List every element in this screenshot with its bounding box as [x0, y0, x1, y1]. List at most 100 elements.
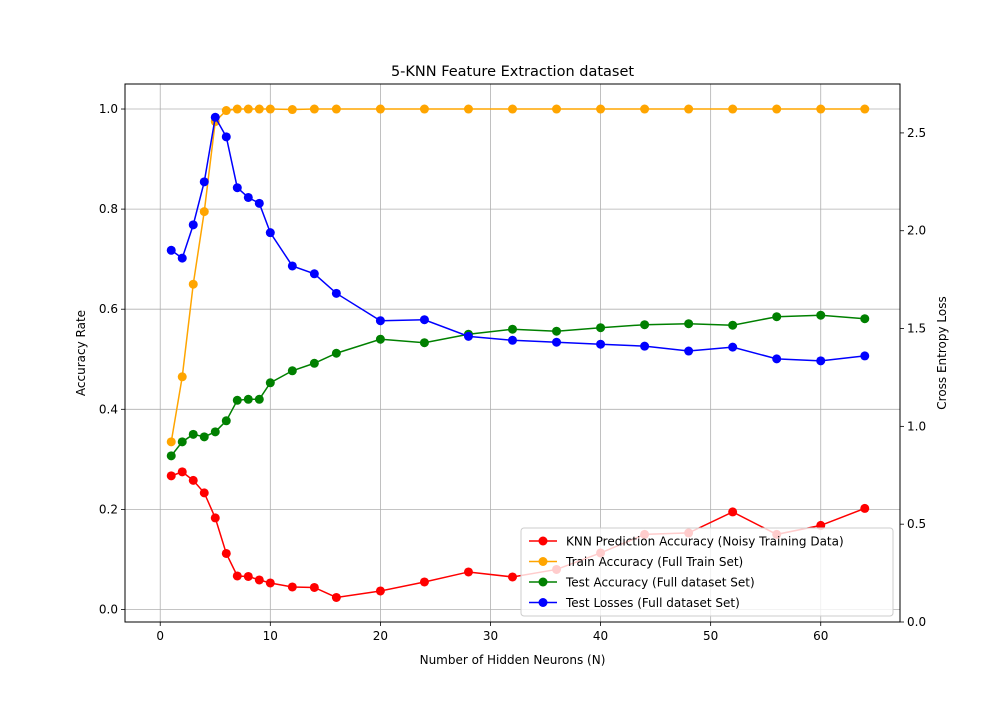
data-point — [596, 323, 606, 333]
data-point — [177, 467, 187, 477]
data-point — [232, 104, 242, 114]
data-point — [375, 586, 385, 596]
grid-lines — [125, 84, 900, 622]
legend: KNN Prediction Accuracy (Noisy Training … — [520, 527, 894, 617]
data-point — [254, 394, 264, 404]
y-tick-label: 0.2 — [99, 502, 118, 516]
data-point — [728, 104, 738, 114]
data-point — [166, 451, 176, 461]
legend-marker — [538, 557, 548, 566]
data-point — [463, 104, 473, 114]
data-point — [166, 245, 176, 255]
data-point — [243, 394, 253, 404]
legend-item: Test Accuracy (Full dataset Set) — [529, 576, 755, 590]
data-point — [232, 571, 242, 581]
legend-marker — [538, 536, 548, 546]
data-point — [188, 429, 198, 439]
data-point — [375, 316, 385, 326]
x-tick-label: 30 — [483, 629, 498, 643]
data-point — [221, 106, 231, 116]
data-point — [265, 578, 275, 588]
data-point — [210, 513, 220, 523]
y-axis-ticks-left: 0.0 0.2 0.4 0.6 0.8 1.0 — [99, 102, 125, 616]
data-point — [221, 416, 231, 426]
data-point — [640, 320, 650, 330]
data-point — [243, 192, 253, 202]
data-point — [772, 354, 782, 364]
data-point — [199, 488, 209, 498]
legend-label: Test Accuracy (Full dataset Set) — [565, 576, 755, 590]
data-point — [860, 314, 870, 324]
data-point — [860, 503, 870, 513]
data-point — [816, 356, 826, 366]
y-tick-label: 0.6 — [99, 302, 118, 316]
y2-tick-label: 1.5 — [907, 322, 926, 336]
data-point — [331, 592, 341, 602]
data-point — [860, 104, 870, 114]
data-point — [508, 324, 517, 334]
data-point — [331, 348, 341, 358]
data-point — [552, 104, 562, 114]
y-axis-label-right: Cross Entropy Loss — [935, 296, 949, 409]
data-point — [463, 331, 473, 341]
data-point — [728, 342, 738, 352]
y-tick-label: 0.4 — [99, 402, 118, 416]
x-tick-label: 0 — [156, 629, 164, 643]
legend-marker — [538, 577, 548, 587]
data-point — [596, 339, 606, 349]
x-tick-label: 40 — [593, 629, 608, 643]
chart-title: 5-KNN Feature Extraction dataset — [391, 64, 634, 80]
data-point — [221, 548, 231, 558]
data-point — [508, 572, 517, 582]
legend-item: KNN Prediction Accuracy (Noisy Training … — [529, 535, 844, 549]
series-group — [166, 310, 870, 461]
data-point — [463, 567, 473, 577]
data-point — [508, 335, 517, 345]
data-point — [221, 132, 231, 142]
data-point — [640, 104, 650, 114]
data-point — [552, 326, 562, 336]
data-point — [177, 253, 187, 263]
data-point — [419, 577, 429, 587]
data-point — [265, 104, 275, 114]
data-point — [188, 279, 198, 289]
data-point — [199, 177, 209, 187]
data-point — [254, 575, 264, 585]
data-point — [210, 112, 220, 122]
series-group — [166, 112, 870, 366]
data-point — [508, 104, 517, 114]
data-point — [419, 315, 429, 325]
data-point — [287, 105, 297, 115]
data-point — [684, 104, 694, 114]
data-point — [684, 346, 694, 356]
data-point — [309, 358, 319, 368]
legend-label: Test Losses (Full dataset Set) — [565, 596, 740, 610]
data-point — [309, 269, 319, 279]
y-tick-label: 0.8 — [99, 202, 118, 216]
data-point — [166, 471, 176, 481]
legend-marker — [538, 598, 548, 607]
data-point — [232, 183, 242, 193]
data-point — [309, 104, 319, 114]
data-point — [287, 582, 297, 592]
data-point — [772, 312, 782, 322]
x-tick-label: 60 — [813, 629, 828, 643]
data-point — [596, 104, 606, 114]
data-point — [177, 372, 187, 382]
data-point — [199, 207, 209, 217]
data-point — [243, 571, 253, 581]
legend-item: Train Accuracy (Full Train Set) — [529, 555, 743, 569]
data-point — [419, 338, 429, 348]
x-tick-label: 20 — [373, 629, 388, 643]
data-point — [199, 432, 209, 442]
data-point — [684, 319, 694, 329]
x-axis-label: Number of Hidden Neurons (N) — [420, 653, 606, 667]
y2-tick-label: 0.0 — [907, 615, 926, 629]
data-point — [243, 104, 253, 114]
data-point — [254, 104, 264, 114]
y-tick-label: 0.0 — [99, 602, 118, 616]
x-axis-ticks: 0 10 20 30 40 50 60 — [156, 622, 828, 643]
data-point — [860, 351, 870, 361]
